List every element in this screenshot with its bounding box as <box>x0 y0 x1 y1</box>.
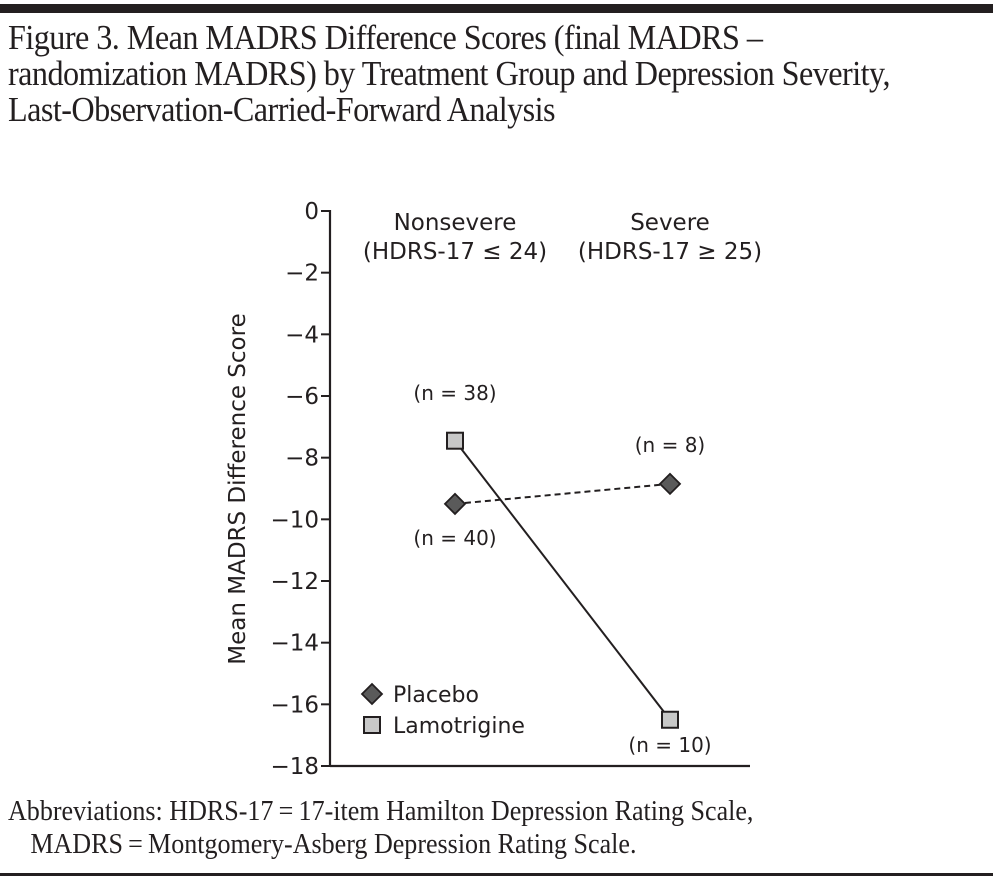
n-label: (n = 40) <box>413 526 496 550</box>
category-sublabel: (HDRS-17 ≥ 25) <box>578 239 762 265</box>
y-tick-label: −6 <box>285 384 319 410</box>
axes <box>321 210 750 768</box>
y-tick-label: −16 <box>270 692 319 718</box>
y-tick-label: −8 <box>285 446 319 472</box>
footnote-line-1: Abbreviations: HDRS-17 = 17-item Hamilto… <box>8 796 754 827</box>
data-point-placebo <box>443 492 467 516</box>
y-tick-label: 0 <box>304 199 319 225</box>
category-label: Nonsevere <box>394 210 517 236</box>
data-point-placebo <box>658 472 682 496</box>
data-point-lamotrigine <box>446 431 464 450</box>
series-line-placebo <box>454 482 671 505</box>
category-label: Severe <box>630 210 710 236</box>
series-line-lamotrigine <box>454 440 671 721</box>
y-tick-label: −2 <box>285 261 319 287</box>
y-axis-label: Mean MADRS Difference Score <box>225 313 251 664</box>
legend-label: Lamotrigine <box>393 714 525 739</box>
y-tick-label: −12 <box>270 569 319 595</box>
figure-title: Figure 3. Mean MADRS Difference Scores (… <box>8 18 891 129</box>
data-point-lamotrigine <box>661 710 679 729</box>
legend: Placebo Lamotrigine <box>360 682 525 739</box>
marks <box>443 431 682 729</box>
n-label: (n = 8) <box>635 433 705 457</box>
legend-marker-placebo <box>360 682 384 706</box>
legend-label: Placebo <box>393 683 479 708</box>
y-tick-label: −10 <box>270 507 319 533</box>
n-label: (n = 38) <box>413 381 496 405</box>
bottom-rule <box>0 873 993 876</box>
y-tick-label: −4 <box>285 322 319 348</box>
y-tick-label: −18 <box>270 754 319 780</box>
y-tick-label: −14 <box>270 631 319 657</box>
footnote: Abbreviations: HDRS-17 = 17-item Hamilto… <box>8 795 919 861</box>
labels: 0 −2 −4 −6 −8 −10 −12 −14 −16 −18 Mean MADRS Diffe… <box>225 199 762 780</box>
category-sublabel: (HDRS-17 ≤ 24) <box>363 239 547 265</box>
top-rule <box>0 4 993 13</box>
footnote-line-2: MADRS = Montgomery-Asberg Depression Rat… <box>30 829 637 860</box>
legend-marker-lamotrigine <box>363 716 381 734</box>
n-label: (n = 10) <box>628 733 711 757</box>
